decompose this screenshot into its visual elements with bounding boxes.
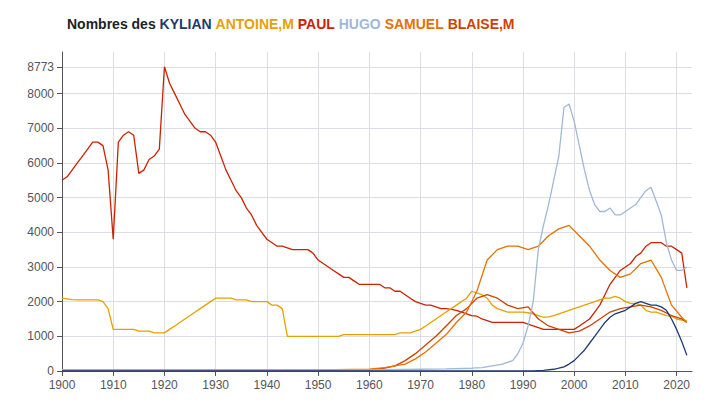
svg-text:1960: 1960: [356, 378, 383, 392]
svg-text:4000: 4000: [27, 225, 54, 239]
svg-text:KYLIAN: KYLIAN: [160, 16, 212, 32]
svg-text:ANTOINE,M: ANTOINE,M: [216, 16, 294, 32]
svg-text:2000: 2000: [561, 378, 588, 392]
svg-text:Nombres: Nombres: [67, 16, 128, 32]
svg-text:3000: 3000: [27, 260, 54, 274]
svg-text:1980: 1980: [458, 378, 485, 392]
svg-text:2000: 2000: [27, 295, 54, 309]
svg-text:SAMUEL: SAMUEL: [385, 16, 445, 32]
svg-text:2010: 2010: [612, 378, 639, 392]
svg-text:1000: 1000: [27, 329, 54, 343]
svg-text:8000: 8000: [27, 87, 54, 101]
svg-text:8773: 8773: [27, 60, 54, 74]
svg-text:1910: 1910: [100, 378, 127, 392]
svg-text:1950: 1950: [305, 378, 332, 392]
svg-text:7000: 7000: [27, 121, 54, 135]
svg-text:des: des: [132, 16, 156, 32]
svg-text:1970: 1970: [407, 378, 434, 392]
svg-text:PAUL: PAUL: [298, 16, 336, 32]
svg-text:1940: 1940: [254, 378, 281, 392]
svg-text:1900: 1900: [49, 378, 76, 392]
svg-text:5000: 5000: [27, 191, 54, 205]
svg-text:2020: 2020: [663, 378, 690, 392]
svg-text:1920: 1920: [151, 378, 178, 392]
svg-text:HUGO: HUGO: [339, 16, 381, 32]
svg-text:1930: 1930: [202, 378, 229, 392]
svg-text:6000: 6000: [27, 156, 54, 170]
svg-text:0: 0: [47, 364, 54, 378]
svg-text:BLAISE,M: BLAISE,M: [448, 16, 515, 32]
svg-text:1990: 1990: [510, 378, 537, 392]
